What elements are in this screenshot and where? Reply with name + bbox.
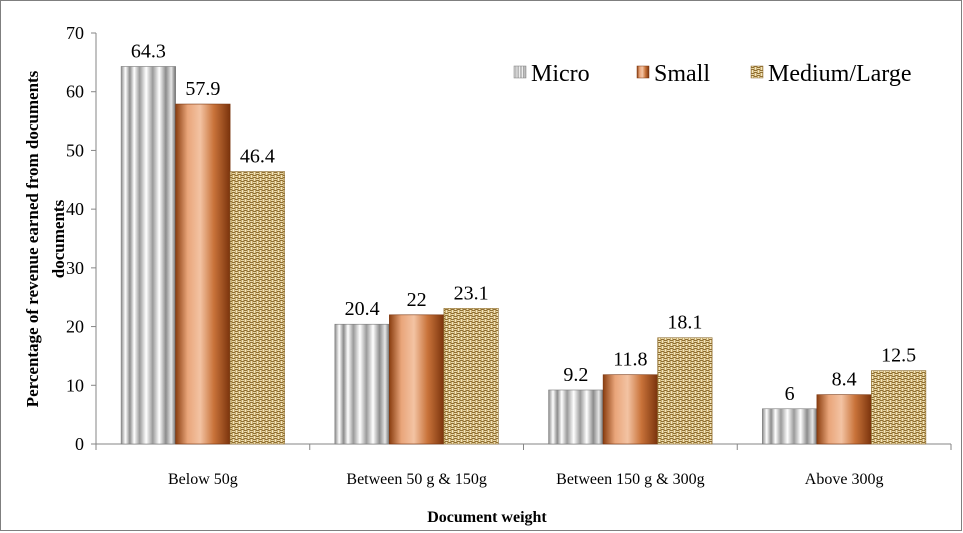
y-tick-label: 0 (75, 434, 84, 454)
data-label-medium-large-below-50g: 46.4 (240, 146, 275, 168)
y-tick-label: 10 (66, 375, 84, 395)
y-tick-label: 30 (66, 258, 84, 278)
data-label-small-between-50-g-150g: 22 (407, 289, 427, 311)
legend-swatch-micro (513, 65, 527, 79)
data-label-small-below-50g: 57.9 (185, 78, 220, 100)
category-label-above-300g: Above 300g (805, 471, 884, 488)
legend: Micro Small Medium/Large (513, 61, 912, 87)
data-label-micro-between-50-g-150g: 20.4 (345, 298, 380, 320)
category-label-between-50-g-150g: Between 50 g & 150g (346, 471, 486, 488)
category-label-between-150-g-300g: Between 150 g & 300g (556, 471, 704, 488)
bar-medium-large-between-50-g-150g (443, 308, 499, 445)
bar-micro-below-50g (120, 66, 176, 445)
bar-small-between-50-g-150g (389, 314, 445, 445)
legend-swatch-medium-large (750, 65, 764, 79)
bar-small-above-300g (816, 394, 872, 445)
bar-micro-above-300g (762, 408, 818, 445)
data-label-medium-large-between-150-g-300g: 18.1 (667, 312, 702, 334)
y-tick-label: 20 (66, 317, 84, 337)
bar-medium-large-above-300g (871, 370, 927, 445)
legend-label-micro: Micro (531, 61, 590, 87)
bar-medium-large-below-50g (229, 171, 285, 445)
bars (120, 66, 927, 445)
data-label-medium-large-above-300g: 12.5 (881, 345, 916, 367)
y-tick-label: 40 (66, 199, 84, 219)
bar-medium-large-between-150-g-300g (657, 337, 713, 445)
y-axis-ticks: 0 10 20 30 40 50 60 70 (66, 23, 96, 454)
data-label-medium-large-between-50-g-150g: 23.1 (454, 282, 489, 304)
legend-label-small: Small (654, 61, 710, 87)
legend-swatch-small (636, 65, 650, 79)
data-label-small-between-150-g-300g: 11.8 (613, 349, 647, 371)
category-labels: Below 50g Between 50 g & 150g Between 150 … (168, 471, 883, 488)
y-axis-title-overflow: documents (49, 199, 68, 278)
bar-small-between-150-g-300g (602, 374, 658, 445)
x-axis-title: Document weight (427, 509, 547, 526)
bar-micro-between-50-g-150g (334, 323, 390, 445)
bar-small-below-50g (175, 103, 231, 445)
x-axis-ticks (95, 444, 952, 450)
y-tick-label: 50 (66, 140, 84, 160)
data-label-small-above-300g: 8.4 (832, 369, 857, 391)
data-label-micro-between-150-g-300g: 9.2 (563, 364, 588, 386)
y-tick-label: 60 (66, 82, 84, 102)
y-tick-label: 70 (66, 23, 84, 43)
data-label-micro-above-300g: 6 (785, 383, 795, 405)
data-label-micro-below-50g: 64.3 (131, 40, 166, 62)
legend-label-medium-large: Medium/Large (768, 61, 912, 87)
y-axis-title: Percentage of revenue earned from docume… (23, 70, 42, 407)
bar-micro-between-150-g-300g (548, 389, 604, 445)
category-label-below-50g: Below 50g (168, 471, 238, 488)
data-labels: 64.3 57.9 46.4 20.4 22 23.1 9.2 11.8 18.1 6 8.4 12.… (131, 40, 916, 404)
